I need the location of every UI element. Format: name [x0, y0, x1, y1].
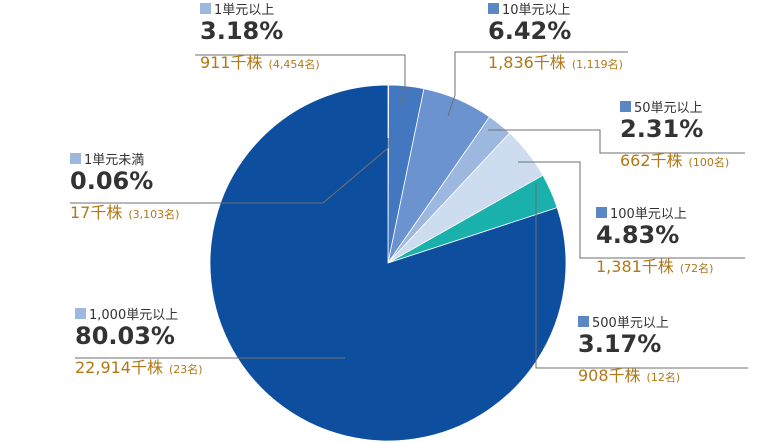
- leader-line-1: [195, 54, 406, 105]
- legend-swatch: [488, 2, 499, 14]
- label-50: 50単元以上 2.31% 662千株 (100名): [620, 98, 729, 173]
- leader-line-500: [535, 183, 748, 369]
- category-label: 1,000単元以上: [75, 305, 203, 323]
- shares-label: 908千株 (12名): [578, 366, 681, 385]
- label-lt1: 1単元未満 0.06% 17千株 (3,103名): [70, 150, 179, 225]
- category-label: 500単元以上: [578, 313, 680, 331]
- percent-label: 6.42%: [488, 17, 572, 45]
- leader-line-10: [447, 51, 628, 117]
- label-100: 100単元以上 4.83% 1,381千株 (72名): [596, 204, 713, 279]
- shares-label: 1,381千株 (72名): [596, 257, 714, 276]
- label-500: 500単元以上 3.17% 908千株 (12名): [578, 313, 680, 388]
- label-10: 10単元以上 6.42% 1,836千株 (1,119名): [488, 0, 623, 75]
- shares-label: 662千株 (100名): [620, 151, 730, 170]
- legend-swatch: [596, 206, 607, 218]
- legend-swatch: [75, 307, 86, 319]
- legend-swatch: [200, 2, 211, 14]
- legend-swatch: [620, 100, 631, 112]
- label-1000: 1,000単元以上 80.03% 22,914千株 (23名): [75, 305, 203, 380]
- percent-label: 80.03%: [75, 322, 175, 350]
- percent-label: 3.17%: [578, 330, 662, 358]
- label-1: 1単元以上 3.18% 911千株 (4,454名): [200, 0, 320, 75]
- percent-label: 4.83%: [596, 221, 680, 249]
- leader-line-lt1: [70, 138, 389, 204]
- category-label: 1単元以上: [200, 0, 320, 18]
- category-label: 1単元未満: [70, 150, 179, 168]
- legend-swatch: [578, 315, 589, 327]
- percent-label: 3.18%: [200, 17, 284, 45]
- leader-line-100: [518, 161, 745, 259]
- shares-label: 22,914千株 (23名): [75, 358, 203, 377]
- percent-label: 0.06%: [70, 167, 154, 195]
- shares-label: 911千株 (4,454名): [200, 53, 320, 72]
- category-label: 10単元以上: [488, 0, 623, 18]
- leader-line-50: [488, 129, 745, 154]
- category-label: 100単元以上: [596, 204, 713, 222]
- category-label: 50単元以上: [620, 98, 729, 116]
- legend-swatch: [70, 152, 81, 164]
- pie-slice-1000: [209, 84, 567, 442]
- shares-label: 17千株 (3,103名): [70, 203, 180, 222]
- percent-label: 2.31%: [620, 115, 704, 143]
- shares-label: 1,836千株 (1,119名): [488, 53, 623, 72]
